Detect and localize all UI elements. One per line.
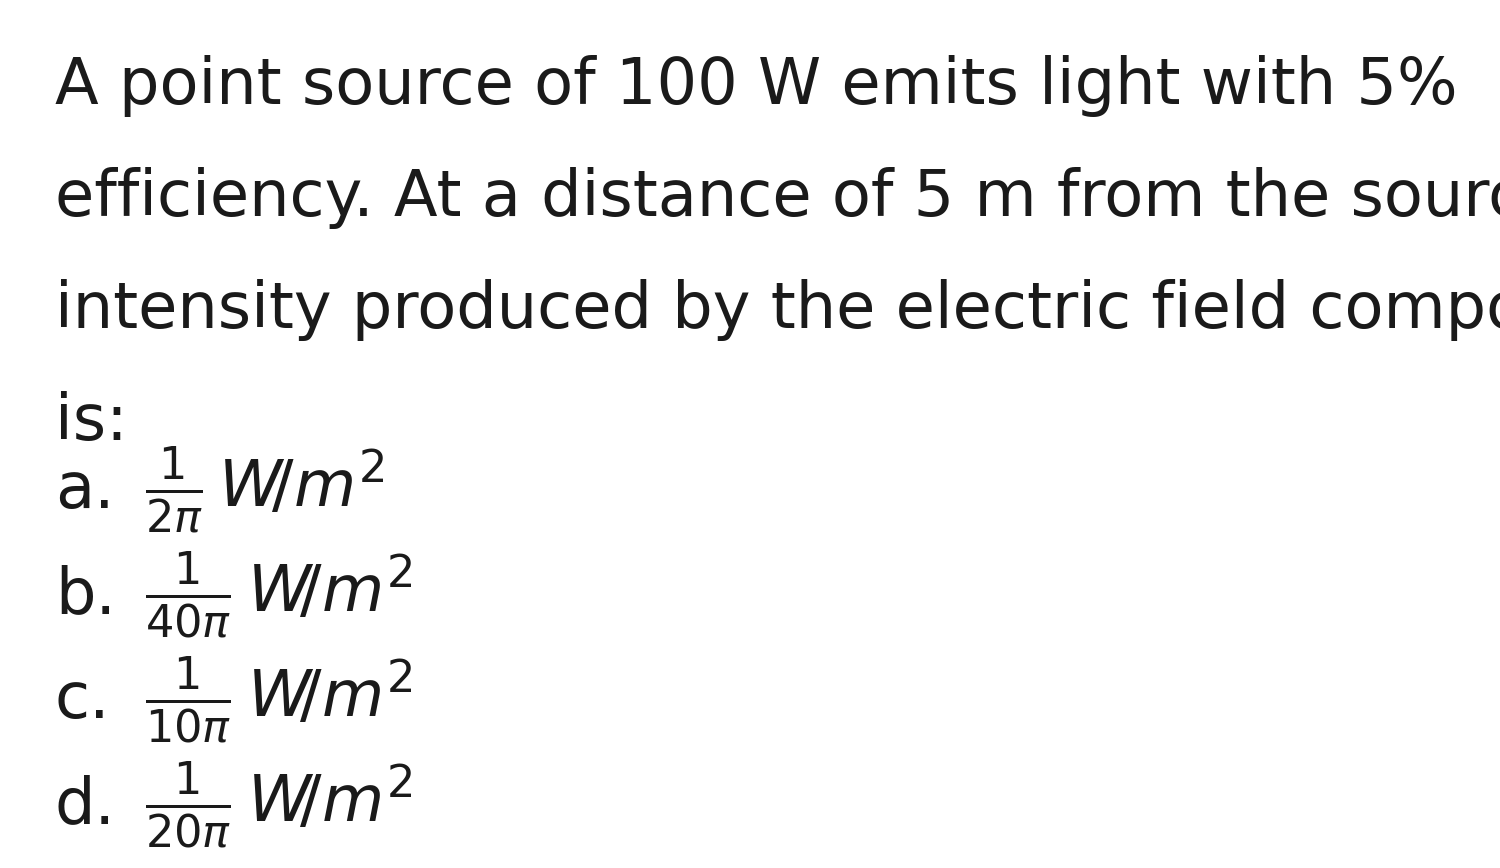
Text: b.: b.: [56, 564, 116, 626]
Text: $\frac{1}{40\pi}\,W\!/m^2$: $\frac{1}{40\pi}\,W\!/m^2$: [146, 549, 413, 641]
Text: is:: is:: [56, 391, 128, 453]
Text: c.: c.: [56, 669, 111, 731]
Text: $\frac{1}{20\pi}\,W\!/m^2$: $\frac{1}{20\pi}\,W\!/m^2$: [146, 760, 413, 851]
Text: a.: a.: [56, 459, 114, 521]
Text: $\frac{1}{2\pi}\,W\!/m^2$: $\frac{1}{2\pi}\,W\!/m^2$: [146, 444, 384, 536]
Text: efficiency. At a distance of 5 m from the source, the: efficiency. At a distance of 5 m from th…: [56, 167, 1500, 229]
Text: $\frac{1}{10\pi}\,W\!/m^2$: $\frac{1}{10\pi}\,W\!/m^2$: [146, 654, 413, 746]
Text: A point source of 100 W emits light with 5%: A point source of 100 W emits light with…: [56, 55, 1458, 117]
Text: d.: d.: [56, 774, 116, 836]
Text: intensity produced by the electric field component: intensity produced by the electric field…: [56, 279, 1500, 341]
